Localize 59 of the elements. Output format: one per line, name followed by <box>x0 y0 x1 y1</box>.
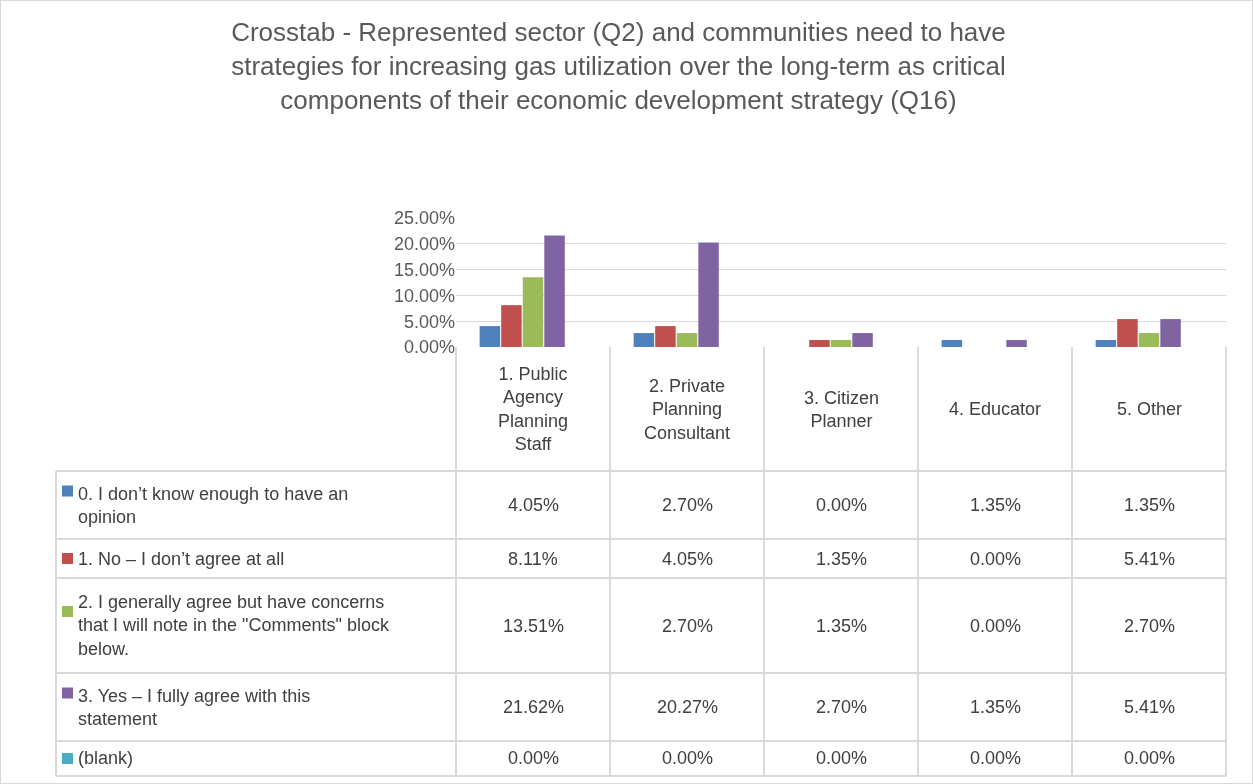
data-label: 1.35% <box>816 549 868 569</box>
bar <box>522 277 544 347</box>
y-tick-label: 10.00% <box>393 285 455 306</box>
bar <box>1138 333 1160 347</box>
legend-label: 3. Yes – I fully agree with this statement <box>78 686 311 730</box>
x-tick-label: 3. Citizen Planner <box>804 388 880 432</box>
data-label: 4.05% <box>662 549 714 569</box>
legend-label: 2. I generally agree but have concerns that I will note in the "Comments" block below. <box>78 592 390 659</box>
data-label: 2.70% <box>662 616 714 636</box>
data-label: 0.00% <box>970 549 1022 569</box>
x-tick-label: 1. Public Agency Planning Staff <box>498 364 569 455</box>
data-label: 0.00% <box>970 616 1022 636</box>
bar <box>830 340 852 347</box>
x-tick-label: 2. Private Planning Consultant <box>644 376 731 443</box>
y-tick-label: 25.00% <box>393 208 455 229</box>
data-label: 0.00% <box>816 495 868 515</box>
data-label: 0.00% <box>970 748 1022 768</box>
data-label: 21.62% <box>503 697 565 717</box>
data-label: 0.00% <box>508 748 560 768</box>
bar <box>676 333 698 347</box>
legend-label: 1. No – I don’t agree at all <box>78 549 285 569</box>
bar <box>1095 340 1117 347</box>
x-tick-label: 4. Educator <box>949 399 1042 419</box>
legend-label: 0. I don’t know enough to have an opinion <box>78 484 349 528</box>
data-label: 1.35% <box>970 697 1022 717</box>
legend-label: (blank) <box>78 748 134 768</box>
bar <box>1117 319 1138 347</box>
data-label: 0.00% <box>816 748 868 768</box>
data-label: 1.35% <box>816 616 868 636</box>
bar <box>501 305 522 347</box>
y-tick-label: 5.00% <box>403 311 455 332</box>
bar <box>809 340 830 347</box>
bar <box>941 340 963 347</box>
bar <box>479 326 501 347</box>
data-label: 5.41% <box>1124 697 1176 717</box>
bar <box>1006 340 1027 347</box>
bar <box>544 235 565 347</box>
bar <box>852 333 873 347</box>
y-tick-label: 0.00% <box>403 337 455 358</box>
data-label: 0.00% <box>1124 748 1176 768</box>
bar <box>633 333 655 347</box>
data-label: 2.70% <box>816 697 868 717</box>
data-label: 2.70% <box>662 495 714 515</box>
data-label: 1.35% <box>1124 495 1176 515</box>
y-tick-label: 15.00% <box>393 259 455 280</box>
data-label: 5.41% <box>1124 549 1176 569</box>
x-tick-label: 5. Other <box>1117 399 1183 419</box>
data-label: 0.00% <box>662 748 714 768</box>
chart-title: Crosstab - Represented sector (Q2) and communities need to have strategies for increasing gas utilization over the long-term as critical components of their economic development strategy (Q16) <box>230 16 1007 117</box>
bar <box>698 242 719 347</box>
bar <box>655 326 676 347</box>
y-tick-label: 20.00% <box>393 234 455 255</box>
data-label: 8.11% <box>508 549 558 569</box>
data-label: 2.70% <box>1124 616 1176 636</box>
data-label: 20.27% <box>657 697 719 717</box>
data-label: 4.05% <box>508 495 560 515</box>
data-label: 1.35% <box>970 495 1022 515</box>
data-label: 13.51% <box>503 616 565 636</box>
bar <box>1160 319 1181 347</box>
